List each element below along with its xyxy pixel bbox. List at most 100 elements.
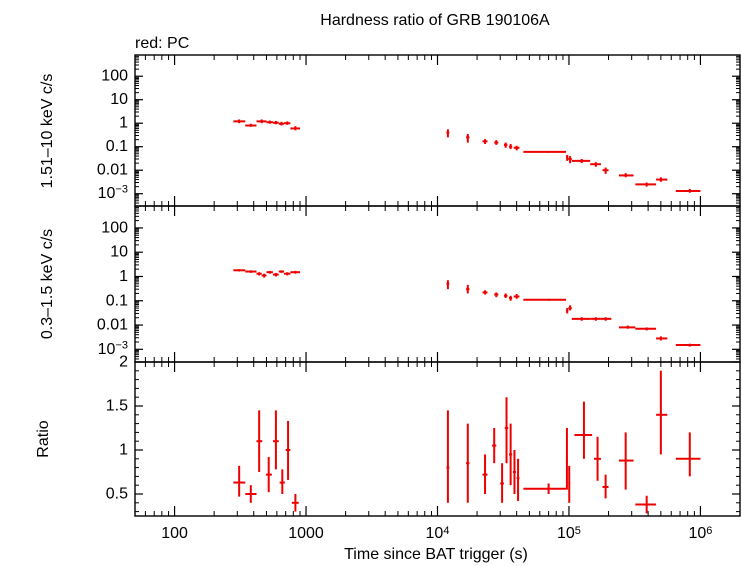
data-point [618, 173, 634, 178]
y-tick-label: 1.5 [106, 398, 128, 415]
data-point [494, 140, 499, 145]
chart-title: Hardness ratio of GRB 190106A [320, 12, 550, 29]
data-point [482, 290, 488, 295]
data-point [618, 432, 634, 490]
data-point [523, 298, 567, 301]
y-tick-label: 10 [110, 91, 128, 108]
data-point [513, 145, 520, 151]
data-point [635, 182, 657, 187]
data-point [675, 188, 701, 193]
series-1 [233, 119, 701, 193]
x-tick-label: 100 [161, 525, 188, 542]
data-point [291, 494, 299, 512]
data-point [513, 293, 520, 299]
data-point [290, 270, 301, 274]
data-point [233, 269, 246, 272]
data-point [568, 305, 572, 311]
y-tick-label: 2 [119, 354, 128, 371]
data-point [571, 317, 591, 321]
data-point [593, 436, 601, 481]
data-point [272, 272, 279, 277]
data-point [284, 121, 291, 125]
x-tick-label-exponent: 4 [443, 525, 449, 537]
data-point [565, 428, 568, 490]
data-point [446, 410, 450, 503]
data-point [482, 454, 488, 494]
data-point [635, 495, 657, 514]
data-point [466, 133, 470, 143]
data-point [290, 126, 301, 131]
data-point [635, 327, 657, 331]
chart-subtitle: red: PC [135, 35, 189, 52]
data-point [509, 295, 513, 301]
data-point [272, 410, 279, 470]
data-point [266, 270, 273, 274]
data-point [266, 120, 273, 124]
data-point [675, 432, 701, 477]
y-tick-label: 1 [119, 115, 128, 132]
y-axis-label: 1.51–10 keV c/s [39, 74, 56, 189]
data-point [503, 142, 508, 148]
x-axis-label: Time since BAT trigger (s) [344, 546, 528, 563]
data-point [446, 280, 450, 290]
y-tick-label-exponent: −3 [115, 339, 128, 351]
data-point [571, 159, 591, 164]
data-point [272, 120, 279, 125]
data-point [574, 401, 593, 459]
data-point [466, 284, 470, 294]
data-point [523, 483, 567, 494]
data-point [656, 336, 668, 341]
data-point [675, 343, 701, 347]
y-tick-label: 0.1 [106, 292, 128, 309]
data-point [446, 129, 450, 138]
data-point [492, 428, 497, 464]
data-point [566, 308, 569, 314]
data-point [284, 272, 291, 276]
data-point [568, 465, 571, 503]
data-point [245, 485, 257, 503]
data-point [509, 423, 513, 486]
data-point [656, 370, 668, 455]
data-point [256, 410, 263, 472]
data-point [500, 463, 504, 503]
data-point [279, 469, 285, 494]
data-point [509, 144, 513, 149]
data-point [566, 154, 569, 161]
y-tick-label: 100 [101, 219, 128, 236]
y-axis-label: Ratio [35, 420, 52, 457]
data-point [245, 270, 257, 273]
data-point [590, 317, 601, 321]
data-point [512, 450, 516, 494]
data-point [285, 420, 291, 480]
data-point [245, 123, 257, 127]
y-tick-label: 1 [119, 268, 128, 285]
data-point [278, 121, 285, 126]
y-tick-label: 1 [119, 442, 128, 459]
y-tick-label: 0.01 [97, 317, 128, 334]
y-tick-label: 0.5 [106, 486, 128, 503]
data-point [466, 423, 470, 503]
x-tick-label: 1000 [288, 525, 324, 542]
series-1 [233, 370, 701, 514]
data-point [602, 474, 609, 499]
y-tick-label: 0.01 [97, 162, 128, 179]
data-point [494, 292, 499, 298]
y-tick-label: 0.1 [106, 138, 128, 155]
data-point [265, 457, 272, 493]
y-tick-label: 100 [101, 68, 128, 85]
data-point [600, 317, 612, 321]
data-point [233, 119, 246, 124]
y-axis-label: 0.3–1.5 keV c/s [39, 229, 56, 339]
y-tick-label-exponent: −3 [115, 183, 128, 195]
y-tick-label: 10 [110, 244, 128, 261]
data-point [503, 293, 508, 298]
data-point [233, 465, 246, 497]
data-point [618, 325, 636, 329]
data-point [656, 177, 668, 182]
data-point [602, 167, 609, 174]
data-point [516, 458, 520, 502]
